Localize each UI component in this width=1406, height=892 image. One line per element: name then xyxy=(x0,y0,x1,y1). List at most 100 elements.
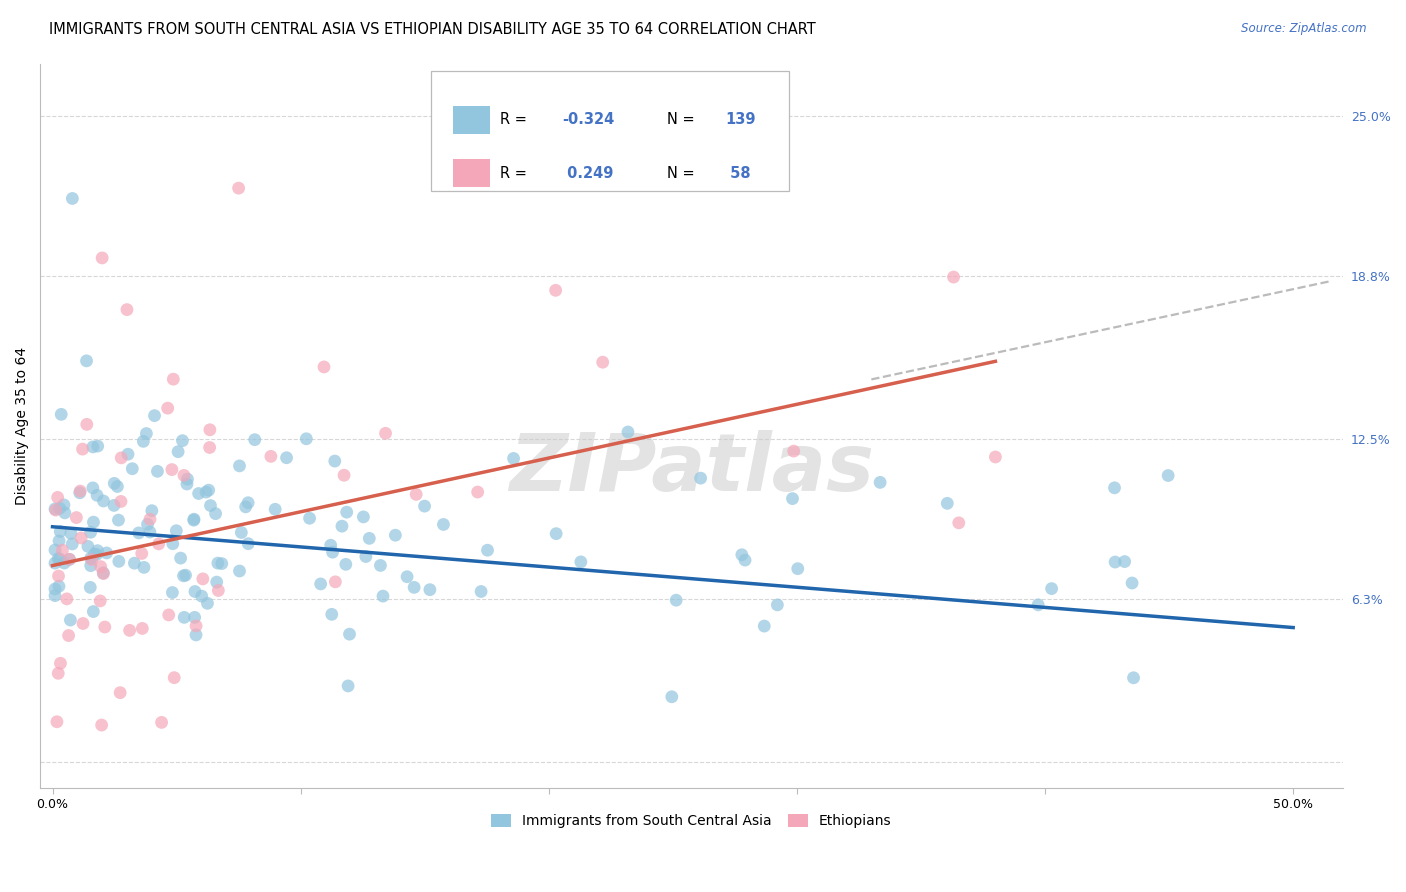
Point xyxy=(76,354,98,368)
Point xyxy=(135,426,157,441)
Point xyxy=(132,560,155,574)
Point xyxy=(162,372,184,386)
Point xyxy=(141,504,163,518)
Point xyxy=(228,564,250,578)
Point xyxy=(110,494,132,508)
Point xyxy=(198,441,221,455)
Point xyxy=(58,552,80,566)
Point xyxy=(1104,555,1126,569)
Point xyxy=(80,558,103,573)
Point xyxy=(197,483,219,498)
Point xyxy=(238,537,260,551)
Point xyxy=(354,549,377,564)
Point xyxy=(49,524,72,539)
Point xyxy=(83,547,105,561)
Point xyxy=(339,627,361,641)
Point xyxy=(44,582,66,596)
Point xyxy=(333,468,356,483)
Point xyxy=(105,479,128,493)
Text: N =: N = xyxy=(666,112,699,128)
Point xyxy=(91,251,114,265)
Point xyxy=(1104,481,1126,495)
Point xyxy=(948,516,970,530)
Point xyxy=(48,579,70,593)
Point xyxy=(1121,576,1143,591)
Point xyxy=(319,538,342,552)
Point xyxy=(766,598,789,612)
Point xyxy=(228,181,250,195)
Point xyxy=(276,450,298,465)
Bar xyxy=(453,106,489,134)
Point xyxy=(198,423,221,437)
Point xyxy=(65,510,87,524)
Point xyxy=(80,552,103,566)
Point xyxy=(298,511,321,525)
Point xyxy=(90,559,112,574)
Point xyxy=(51,408,73,422)
Point xyxy=(419,582,441,597)
Point xyxy=(118,624,141,638)
Point xyxy=(60,537,83,551)
Point xyxy=(477,543,499,558)
Point xyxy=(139,512,162,526)
Point xyxy=(207,556,229,570)
Point xyxy=(260,450,283,464)
Point xyxy=(51,543,73,558)
Point xyxy=(162,585,184,599)
Point xyxy=(58,552,80,566)
Point xyxy=(165,524,187,538)
Point xyxy=(131,546,153,560)
Point xyxy=(335,558,357,572)
Point xyxy=(79,580,101,594)
FancyBboxPatch shape xyxy=(430,71,789,191)
Point xyxy=(207,583,229,598)
Point xyxy=(384,528,406,542)
Bar xyxy=(453,160,489,186)
Point xyxy=(1157,468,1180,483)
Point xyxy=(984,450,1007,464)
Point xyxy=(46,551,69,566)
Point xyxy=(44,589,66,603)
Point xyxy=(502,451,524,466)
Point xyxy=(69,484,91,499)
Point xyxy=(544,283,567,297)
Point xyxy=(48,569,70,583)
Point xyxy=(173,569,195,583)
Point xyxy=(184,628,207,642)
Point xyxy=(82,440,104,454)
Point xyxy=(374,426,396,441)
Point xyxy=(163,671,186,685)
Point xyxy=(187,486,209,500)
Point xyxy=(86,543,108,558)
Point xyxy=(546,526,568,541)
Point xyxy=(103,476,125,491)
Point xyxy=(569,555,592,569)
Point xyxy=(176,472,198,486)
Text: R =: R = xyxy=(501,112,531,128)
Point xyxy=(103,499,125,513)
Point xyxy=(91,566,114,580)
Point xyxy=(45,714,67,729)
Text: -0.324: -0.324 xyxy=(562,112,614,128)
Point xyxy=(139,524,162,539)
Point xyxy=(396,570,419,584)
Point xyxy=(661,690,683,704)
Point xyxy=(689,471,711,485)
Point xyxy=(157,607,180,622)
Point xyxy=(470,584,492,599)
Point xyxy=(936,496,959,510)
Point xyxy=(204,507,226,521)
Point xyxy=(413,499,436,513)
Point xyxy=(77,540,100,554)
Point xyxy=(183,513,205,527)
Point xyxy=(136,517,159,532)
Point xyxy=(734,553,756,567)
Text: ZIPatlas: ZIPatlas xyxy=(509,430,875,508)
Text: 0.249: 0.249 xyxy=(562,166,614,180)
Point xyxy=(117,447,139,461)
Point xyxy=(184,584,207,599)
Point xyxy=(44,502,66,516)
Point xyxy=(592,355,614,369)
Point xyxy=(432,517,454,532)
Point xyxy=(143,409,166,423)
